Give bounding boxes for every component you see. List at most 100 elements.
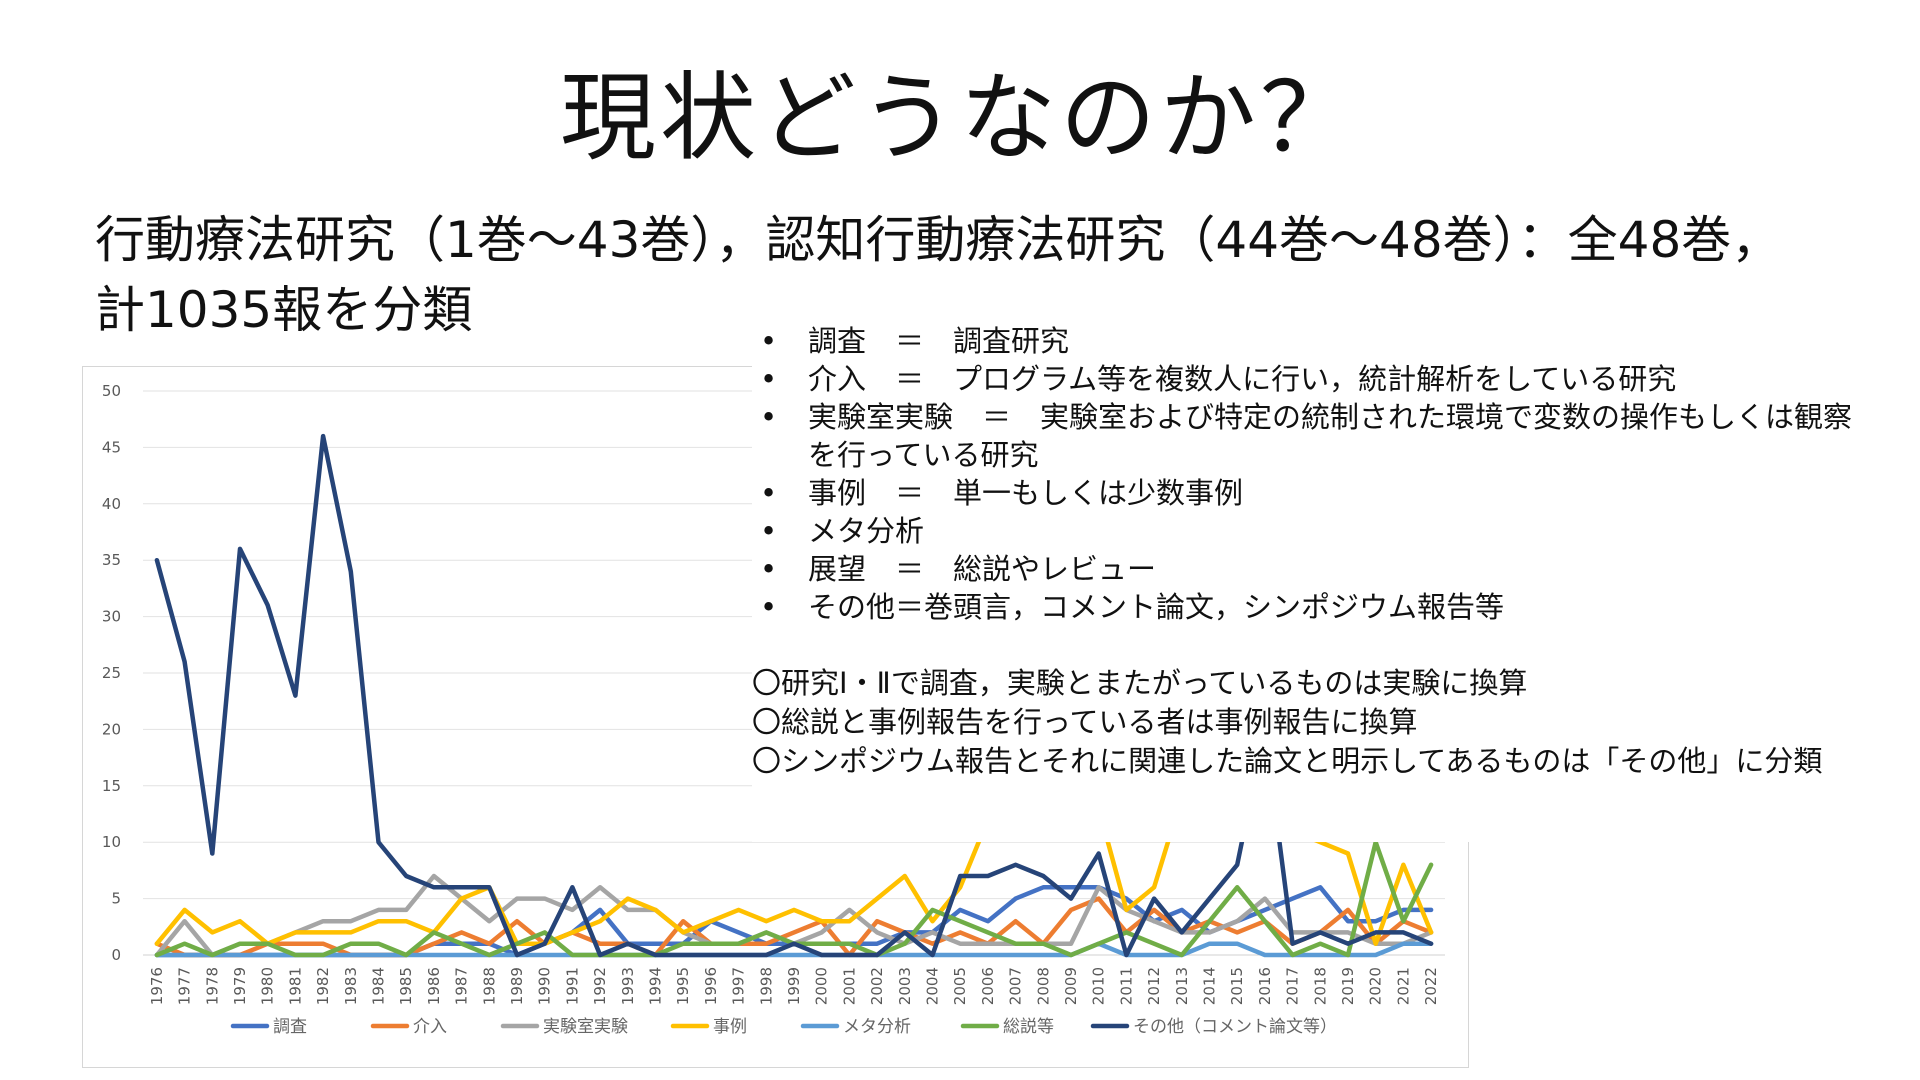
x-tick-label: 2008	[1034, 967, 1052, 1005]
legend-label: その他（コメント論文等）	[1133, 1017, 1337, 1037]
x-tick-label: 1996	[702, 967, 720, 1005]
notes: 〇研究Ⅰ・Ⅱで調査，実験とまたがっているものは実験に換算 〇総説と事例報告を行っ…	[752, 664, 1872, 781]
definition-text: その他＝巻頭言，コメント論文，シンポジウム報告等	[808, 590, 1505, 624]
definition-item-other: • その他＝巻頭言，コメント論文，シンポジウム報告等	[752, 588, 1872, 626]
x-tick-label: 1988	[480, 967, 498, 1005]
y-tick-label: 50	[102, 382, 121, 400]
definition-item-intervention: • 介入 ＝ プログラム等を複数人に行い，統計解析をしている研究	[752, 360, 1872, 398]
y-tick-labels: 0 5 10 15 20 25 30 35 40 45 50	[102, 382, 121, 964]
x-tick-label: 2020	[1367, 967, 1385, 1005]
x-tick-label: 2000	[813, 967, 831, 1005]
definition-item-case: • 事例 ＝ 単一もしくは少数事例	[752, 474, 1872, 512]
bullet: •	[760, 514, 778, 548]
x-tick-label: 1994	[646, 967, 664, 1005]
x-tick-label: 2021	[1394, 967, 1412, 1005]
x-tick-label: 1980	[259, 967, 277, 1005]
x-tick-label: 2016	[1256, 967, 1274, 1005]
y-tick-label: 15	[102, 777, 121, 795]
x-tick-label: 1993	[619, 967, 637, 1005]
x-tick-label: 1984	[369, 967, 387, 1005]
legend-label: 介入	[413, 1017, 447, 1037]
y-tick-label: 25	[102, 664, 121, 682]
definition-item-lab-experiment: • 実験室実験 ＝ 実験室および特定の統制された環境で変数の操作もしくは観察を行っ…	[752, 398, 1872, 474]
definition-text: 事例 ＝ 単一もしくは少数事例	[808, 476, 1244, 510]
slide-subtitle: 行動療法研究（1巻～43巻），認知行動療法研究（44巻～48巻）：全48巻， 計…	[95, 205, 1875, 345]
definition-text: 介入 ＝ プログラム等を複数人に行い，統計解析をしている研究	[808, 362, 1677, 396]
x-tick-label: 1982	[314, 967, 332, 1005]
x-tick-label: 2002	[868, 967, 886, 1005]
definitions-panel: • 調査 ＝ 調査研究 • 介入 ＝ プログラム等を複数人に行い，統計解析をしている…	[752, 322, 1872, 842]
x-tick-label: 2013	[1173, 967, 1191, 1005]
x-tick-label: 2017	[1284, 967, 1302, 1005]
legend-label: 調査	[273, 1017, 307, 1037]
definition-list: • 調査 ＝ 調査研究 • 介入 ＝ プログラム等を複数人に行い，統計解析をしている…	[752, 322, 1872, 626]
note-3: 〇シンポジウム報告とそれに関連した論文と明示してあるものは「その他」に分類	[752, 744, 1823, 778]
x-tick-label: 1999	[785, 967, 803, 1005]
x-tick-label: 1983	[342, 967, 360, 1005]
y-tick-label: 5	[111, 890, 121, 908]
bullet: •	[760, 552, 778, 586]
y-tick-label: 30	[102, 608, 121, 626]
x-tick-label: 1986	[425, 967, 443, 1005]
x-tick-label: 2014	[1201, 967, 1219, 1005]
note-1: 〇研究Ⅰ・Ⅱで調査，実験とまたがっているものは実験に換算	[752, 666, 1528, 700]
bullet: •	[760, 476, 778, 510]
x-tick-label: 2011	[1117, 967, 1135, 1005]
x-tick-label: 1998	[757, 967, 775, 1005]
bullet: •	[760, 400, 778, 434]
x-tick-label: 2006	[979, 967, 997, 1005]
legend-label: 実験室実験	[543, 1017, 628, 1037]
definition-text: 調査 ＝ 調査研究	[808, 324, 1070, 358]
y-tick-label: 20	[102, 720, 121, 738]
x-tick-label: 1985	[397, 967, 415, 1005]
x-tick-label: 1995	[674, 967, 692, 1005]
x-tick-label: 1992	[591, 967, 609, 1005]
y-tick-label: 10	[102, 833, 121, 851]
x-tick-label: 1976	[148, 967, 166, 1005]
x-tick-label: 2009	[1062, 967, 1080, 1005]
x-tick-label: 2018	[1311, 967, 1329, 1005]
subtitle-line-1: 行動療法研究（1巻～43巻），認知行動療法研究（44巻～48巻）：全48巻，	[95, 211, 1782, 269]
legend: 調査 介入 実験室実験 事例 メタ分析 総説等 その他（コメント論文等）	[230, 1017, 1337, 1037]
definition-item-meta-analysis: • メタ分析	[752, 512, 1872, 550]
bullet: •	[760, 362, 778, 396]
x-tick-label: 2019	[1339, 967, 1357, 1005]
x-tick-label: 1978	[203, 967, 221, 1005]
x-tick-label: 1987	[453, 967, 471, 1005]
bullet: •	[760, 324, 778, 358]
x-tick-label: 2005	[951, 967, 969, 1005]
legend-label: 事例	[713, 1017, 747, 1037]
subtitle-line-2: 計1035報を分類	[95, 281, 473, 339]
series-line	[154, 433, 1434, 958]
y-tick-label: 0	[111, 946, 121, 964]
bullet: •	[760, 590, 778, 624]
x-tick-label: 2010	[1090, 967, 1108, 1005]
y-tick-label: 45	[102, 438, 121, 456]
x-tick-labels: 1976 1977 1978 1979 1980 1981 1982 1983 1984 1985…	[148, 967, 1440, 1005]
x-tick-label: 1991	[563, 967, 581, 1005]
x-tick-label: 2001	[840, 967, 858, 1005]
x-tick-label: 2015	[1228, 967, 1246, 1005]
x-tick-label: 1981	[286, 967, 304, 1005]
y-tick-label: 35	[102, 551, 121, 569]
x-tick-label: 2012	[1145, 967, 1163, 1005]
definition-text: 実験室実験 ＝ 実験室および特定の統制された環境で変数の操作もしくは観察を行って…	[808, 400, 1853, 472]
y-tick-label: 40	[102, 495, 121, 513]
note-2: 〇総説と事例報告を行っている者は事例報告に換算	[752, 705, 1418, 739]
definition-item-review: • 展望 ＝ 総説やレビュー	[752, 550, 1872, 588]
x-tick-label: 1997	[730, 967, 748, 1005]
x-tick-label: 2022	[1422, 967, 1440, 1005]
legend-label: 総説等	[1003, 1017, 1054, 1037]
definition-text: メタ分析	[808, 514, 925, 548]
definition-item-survey: • 調査 ＝ 調査研究	[752, 322, 1872, 360]
series-line	[154, 941, 1434, 958]
x-tick-label: 1977	[176, 967, 194, 1005]
x-tick-label: 2007	[1007, 967, 1025, 1005]
x-tick-label: 1989	[508, 967, 526, 1005]
x-tick-label: 2004	[924, 967, 942, 1005]
definition-text: 展望 ＝ 総説やレビュー	[808, 552, 1157, 586]
x-tick-label: 1990	[536, 967, 554, 1005]
slide-title: 現状どうなのか？	[560, 62, 1360, 174]
x-tick-label: 1979	[231, 967, 249, 1005]
legend-label: メタ分析	[843, 1017, 911, 1037]
